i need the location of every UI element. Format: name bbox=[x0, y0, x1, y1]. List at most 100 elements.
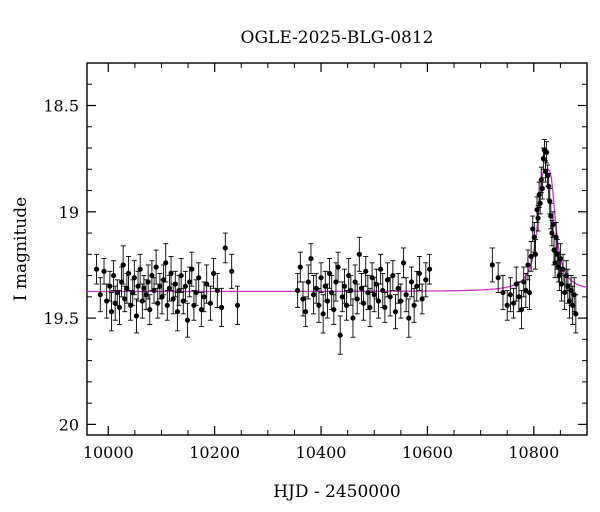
data-point bbox=[341, 283, 348, 289]
data-point bbox=[552, 260, 558, 266]
data-point bbox=[107, 283, 113, 289]
data-point bbox=[130, 289, 136, 296]
data-point bbox=[178, 272, 184, 279]
x-tick-label: 10600 bbox=[402, 443, 453, 462]
data-point bbox=[131, 275, 137, 281]
data-point bbox=[568, 287, 574, 294]
data-point bbox=[201, 294, 207, 300]
data-point bbox=[367, 304, 373, 311]
data-point bbox=[387, 294, 393, 300]
data-point bbox=[133, 313, 140, 319]
data-point bbox=[532, 251, 539, 257]
data-point bbox=[378, 266, 384, 272]
data-point bbox=[365, 289, 371, 296]
plot-area: 10000 10200 10400 10600 10800 18.5 19 19.5 20 bbox=[43, 62, 588, 462]
data-point bbox=[549, 230, 555, 236]
data-point bbox=[554, 251, 560, 257]
data-point bbox=[93, 266, 100, 272]
y-tick-label: 19 bbox=[59, 203, 79, 222]
data-point bbox=[356, 251, 362, 257]
data-point bbox=[229, 268, 235, 274]
data-point bbox=[551, 247, 557, 253]
data-point bbox=[308, 255, 314, 262]
data-point bbox=[214, 287, 220, 294]
data-point bbox=[550, 221, 556, 228]
data-point bbox=[571, 292, 577, 298]
data-point bbox=[153, 264, 159, 270]
data-point bbox=[570, 302, 576, 308]
data-point bbox=[380, 287, 386, 294]
data-point bbox=[371, 292, 377, 298]
data-point bbox=[322, 283, 328, 289]
data-point bbox=[382, 304, 388, 311]
data-point bbox=[500, 289, 506, 296]
data-point bbox=[354, 296, 360, 302]
data-point bbox=[170, 296, 176, 302]
data-point bbox=[343, 302, 350, 308]
data-point bbox=[513, 281, 519, 287]
data-point bbox=[124, 285, 130, 291]
data-point bbox=[207, 300, 214, 306]
data-point bbox=[411, 302, 417, 308]
y-tick-label: 20 bbox=[59, 415, 79, 434]
data-point bbox=[530, 226, 536, 232]
data-point bbox=[543, 149, 550, 155]
data-point bbox=[339, 294, 345, 300]
data-point bbox=[562, 289, 568, 296]
error-bars bbox=[94, 139, 579, 355]
data-point bbox=[350, 315, 356, 321]
data-point bbox=[147, 306, 153, 313]
data-point bbox=[166, 285, 173, 291]
data-point bbox=[313, 285, 319, 291]
data-point bbox=[184, 317, 191, 323]
data-point bbox=[545, 173, 551, 179]
x-axis-label: HJD - 2450000 bbox=[273, 482, 401, 502]
data-point bbox=[535, 215, 541, 221]
data-point bbox=[398, 298, 404, 304]
data-point bbox=[558, 281, 565, 287]
data-point bbox=[159, 294, 165, 300]
data-point bbox=[112, 300, 118, 306]
data-point bbox=[125, 270, 132, 277]
data-point bbox=[546, 183, 552, 189]
data-point bbox=[489, 262, 495, 268]
data-point bbox=[363, 268, 369, 274]
data-point bbox=[324, 298, 331, 304]
data-point bbox=[358, 285, 365, 291]
data-point bbox=[538, 177, 544, 183]
data-point bbox=[528, 253, 534, 260]
data-point bbox=[198, 306, 204, 313]
data-point bbox=[403, 292, 409, 298]
data-point bbox=[390, 272, 396, 279]
x-tick-label: 10400 bbox=[296, 443, 347, 462]
y-tick-label: 18.5 bbox=[43, 97, 79, 116]
data-point bbox=[204, 281, 210, 287]
data-point bbox=[160, 277, 167, 283]
data-point bbox=[375, 298, 382, 304]
data-point bbox=[563, 272, 569, 279]
data-point bbox=[114, 289, 120, 296]
data-point bbox=[210, 270, 217, 277]
x-tick-label: 10200 bbox=[189, 443, 240, 462]
data-point bbox=[333, 279, 339, 285]
data-point bbox=[180, 298, 186, 304]
data-point bbox=[335, 264, 341, 270]
data-point bbox=[384, 277, 391, 283]
data-point bbox=[423, 277, 429, 283]
data-point bbox=[414, 283, 420, 289]
data-point bbox=[408, 279, 415, 285]
chart-title: OGLE-2025-BLG-0812 bbox=[241, 28, 434, 48]
data-point bbox=[168, 270, 174, 277]
data-point bbox=[108, 309, 115, 315]
plot-frame bbox=[86, 62, 588, 436]
data-point bbox=[191, 302, 197, 308]
data-point bbox=[193, 289, 199, 296]
data-point bbox=[555, 264, 561, 270]
data-point bbox=[164, 302, 170, 308]
data-point bbox=[120, 262, 126, 268]
data-point bbox=[145, 279, 151, 285]
data-point bbox=[149, 272, 155, 279]
data-point bbox=[548, 213, 554, 219]
data-point bbox=[495, 275, 501, 281]
data-point bbox=[116, 304, 123, 311]
